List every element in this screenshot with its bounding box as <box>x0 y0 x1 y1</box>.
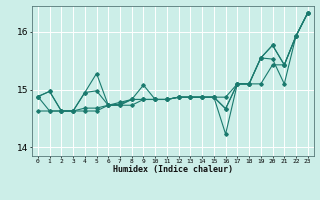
X-axis label: Humidex (Indice chaleur): Humidex (Indice chaleur) <box>113 165 233 174</box>
